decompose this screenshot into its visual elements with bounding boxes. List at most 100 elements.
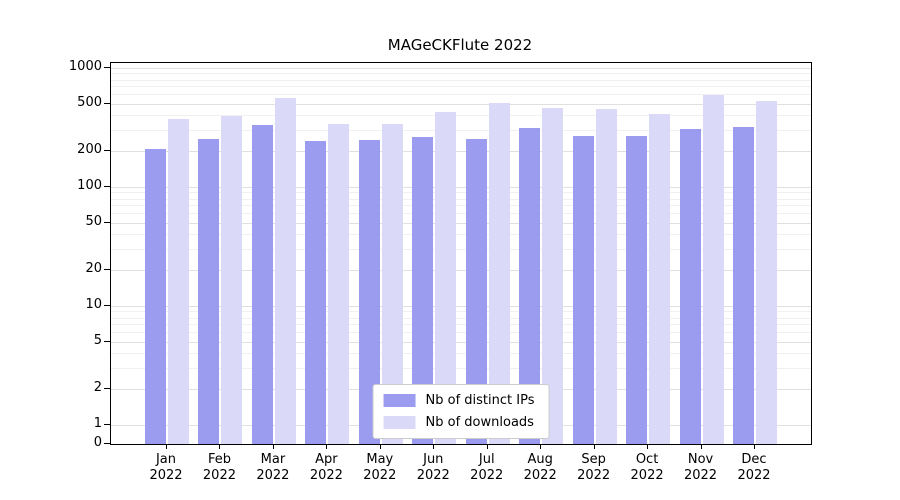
minor-gridline [111, 353, 811, 355]
x-tick-month: Aug [527, 452, 553, 467]
minor-gridline [111, 213, 811, 215]
legend-item-downloads: Nb of downloads [383, 415, 535, 430]
x-tick-month: Nov [687, 452, 714, 467]
legend-swatch-distinct-ips [383, 394, 416, 407]
x-tick-month: Jul [478, 452, 495, 467]
bar-distinct-ips-sep [572, 136, 594, 444]
bar-downloads-apr [328, 123, 350, 444]
legend: Nb of distinct IPs Nb of downloads [372, 384, 550, 439]
major-gridline [111, 151, 811, 153]
x-tick-mark [433, 445, 435, 449]
x-tick-year: 2022 [683, 468, 718, 483]
x-tick-label-feb: Feb 2022 [187, 452, 251, 484]
x-tick-mark [486, 445, 488, 449]
y-tick-mark [104, 269, 110, 271]
major-gridline [111, 187, 811, 188]
x-tick-month: Sep [581, 452, 606, 467]
minor-gridline [111, 368, 811, 370]
chart-title: MAGeCKFlute 2022 [387, 36, 533, 54]
y-tick-label: 2 [93, 380, 102, 396]
x-tick-year: 2022 [737, 468, 771, 483]
x-tick-month: Jun [423, 452, 444, 467]
major-gridline [111, 341, 811, 343]
x-tick-year: 2022 [256, 468, 290, 483]
minor-gridline [111, 94, 811, 96]
minor-gridline [111, 192, 811, 194]
bar-downloads-feb [221, 116, 243, 444]
plot-area: Nb of distinct IPs Nb of downloads [110, 62, 812, 445]
y-tick-mark [104, 305, 110, 306]
bar-downloads-jun [435, 112, 457, 444]
bar-distinct-ips-jan [145, 148, 166, 444]
bar-distinct-ips-mar [251, 125, 273, 444]
y-tick-mark [104, 67, 110, 68]
y-tick-label: 5 [93, 332, 102, 348]
bar-downloads-aug [542, 108, 564, 444]
y-tick-label: 1000 [68, 59, 102, 74]
legend-label-downloads: Nb of downloads [425, 415, 534, 430]
y-tick-label: 100 [77, 178, 102, 193]
x-tick-label-mar: Mar 2022 [241, 452, 305, 484]
x-tick-mark [166, 445, 167, 449]
x-tick-mark [326, 445, 328, 449]
bar-distinct-ips-nov [679, 129, 701, 444]
x-tick-label-sep: Sep 2022 [562, 452, 626, 484]
minor-gridline [111, 130, 811, 132]
x-tick-year: 2022 [416, 468, 450, 483]
bar-distinct-ips-jul [465, 139, 487, 444]
x-tick-month: May [366, 452, 394, 467]
bar-distinct-ips-jun [412, 137, 434, 444]
minor-gridline [111, 324, 811, 326]
x-tick-month: Jan [155, 452, 177, 467]
major-gridline [111, 306, 811, 307]
y-tick-label: 0 [93, 435, 102, 450]
minor-gridline [111, 73, 811, 75]
bar-downloads-nov [702, 95, 724, 444]
x-tick-label-nov: Nov 2022 [669, 452, 733, 484]
x-tick-label-aug: Aug 2022 [508, 452, 572, 484]
x-tick-month: Apr [315, 452, 338, 467]
minor-gridline [111, 86, 811, 88]
x-tick-mark [272, 445, 274, 449]
y-tick-mark [104, 186, 110, 187]
x-tick-month: Mar [260, 452, 286, 467]
minor-gridline [111, 79, 811, 81]
y-tick-label: 500 [77, 94, 102, 110]
y-tick-label: 1 [93, 416, 102, 431]
x-tick-year: 2022 [149, 468, 183, 483]
x-tick-year: 2022 [470, 468, 504, 483]
x-tick-year: 2022 [363, 468, 397, 483]
y-tick-label: 10 [85, 297, 102, 312]
y-tick-mark [104, 443, 110, 444]
x-tick-label-jan: Jan 2022 [134, 452, 198, 484]
x-tick-mark [754, 445, 755, 449]
bar-downloads-jul [488, 102, 510, 444]
x-tick-year: 2022 [577, 468, 611, 483]
y-tick-label: 200 [77, 142, 102, 158]
x-tick-mark [700, 445, 702, 449]
minor-gridline [111, 205, 811, 207]
minor-gridline [111, 311, 811, 313]
x-tick-mark [379, 445, 381, 449]
x-tick-year: 2022 [630, 468, 664, 483]
bar-distinct-ips-feb [198, 139, 220, 444]
legend-swatch-downloads [383, 416, 416, 429]
y-tick-mark [104, 150, 110, 152]
y-tick-label: 50 [85, 213, 102, 229]
y-tick-mark [104, 340, 110, 342]
bar-downloads-oct [649, 114, 671, 444]
major-gridline [111, 270, 811, 272]
bar-downloads-mar [274, 97, 296, 444]
x-tick-label-may: May 2022 [348, 452, 412, 484]
y-tick-mark [104, 424, 110, 425]
y-tick-mark [104, 102, 110, 104]
x-tick-label-jun: Jun 2022 [401, 452, 465, 484]
x-tick-label-apr: Apr 2022 [294, 452, 358, 484]
bar-distinct-ips-oct [626, 136, 648, 444]
x-tick-year: 2022 [523, 468, 557, 483]
y-tick-label: 20 [85, 261, 102, 277]
minor-gridline [111, 249, 811, 251]
x-tick-year: 2022 [309, 468, 343, 483]
x-tick-month: Dec [741, 452, 767, 467]
